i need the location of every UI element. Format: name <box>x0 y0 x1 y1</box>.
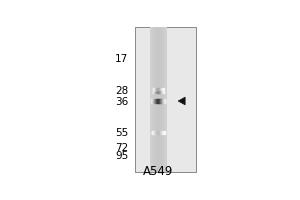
Bar <box>164 27 165 172</box>
Bar <box>157 27 158 172</box>
Bar <box>153 27 154 172</box>
Bar <box>154 27 155 172</box>
Bar <box>150 27 151 172</box>
Bar <box>163 27 164 172</box>
Text: 36: 36 <box>115 97 128 107</box>
Bar <box>156 27 157 172</box>
Bar <box>152 27 153 172</box>
Bar <box>159 27 160 172</box>
Text: 72: 72 <box>115 143 128 153</box>
Bar <box>150 27 167 172</box>
Text: 55: 55 <box>115 128 128 138</box>
Bar <box>158 27 159 172</box>
Bar <box>155 27 156 172</box>
Text: A549: A549 <box>143 165 174 178</box>
Text: 28: 28 <box>115 86 128 96</box>
Bar <box>160 27 161 172</box>
Bar <box>135 27 196 172</box>
Bar <box>162 27 163 172</box>
Bar <box>151 27 152 172</box>
Text: 95: 95 <box>115 151 128 161</box>
Polygon shape <box>178 97 185 105</box>
Bar <box>154 27 155 172</box>
Bar <box>165 27 166 172</box>
Bar <box>161 27 162 172</box>
Text: 17: 17 <box>115 54 128 64</box>
